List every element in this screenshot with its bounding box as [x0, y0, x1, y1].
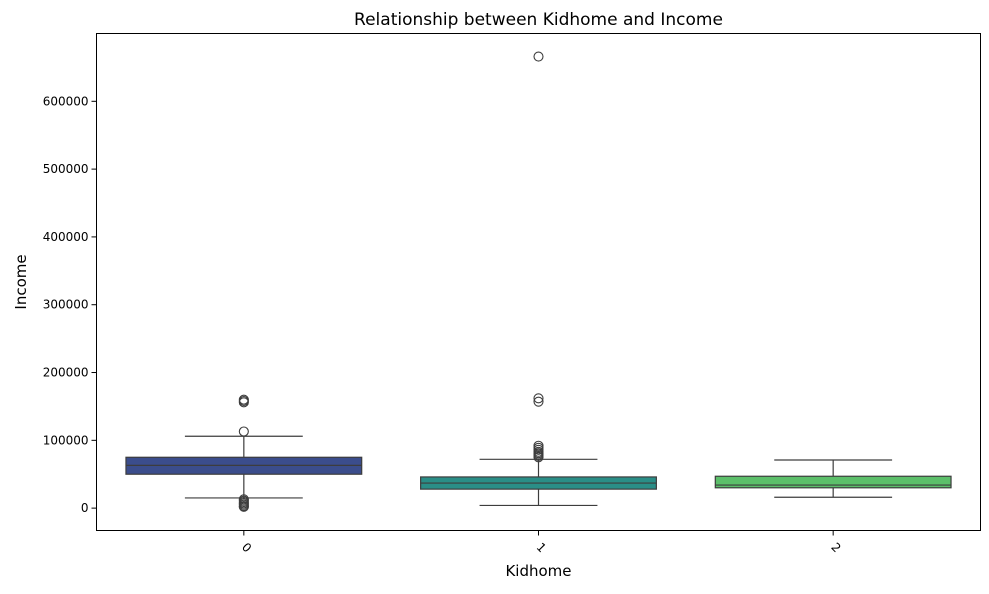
outlier-point: [533, 452, 544, 463]
x-tick-label: 0: [239, 540, 254, 555]
y-tick-label: 100000: [43, 433, 89, 447]
box-iqr: [714, 475, 952, 489]
outlier-point: [533, 393, 544, 404]
box-group-0: [125, 394, 363, 512]
plot-area: 0 100000 200000 300000 400000 500000 600000 0 1 2: [43, 51, 952, 555]
outlier-point: [533, 51, 544, 62]
box-group-2: [714, 459, 952, 498]
x-tick-label: 2: [828, 540, 843, 555]
y-axis-label: Income: [12, 254, 30, 309]
chart-title: Relationship between Kidhome and Income: [354, 10, 723, 30]
y-tick-label: 300000: [43, 298, 89, 312]
y-tick-label: 600000: [43, 94, 89, 108]
x-axis-label: Kidhome: [505, 562, 571, 580]
y-tick-label: 500000: [43, 162, 89, 176]
y-tick-label: 0: [81, 501, 89, 515]
outlier-point: [238, 426, 249, 437]
x-tick-label: 1: [534, 540, 549, 555]
plot-frame: [96, 33, 981, 531]
box-group-1: [420, 51, 657, 507]
outlier-point: [533, 396, 544, 407]
outlier-point: [238, 501, 249, 512]
outlier-point: [238, 394, 249, 405]
y-tick-label: 200000: [43, 366, 89, 380]
y-tick-label: 400000: [43, 230, 89, 244]
